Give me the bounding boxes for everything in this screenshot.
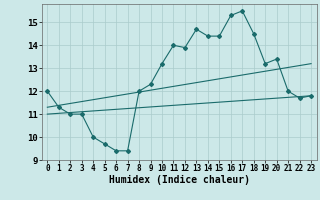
X-axis label: Humidex (Indice chaleur): Humidex (Indice chaleur) (109, 175, 250, 185)
